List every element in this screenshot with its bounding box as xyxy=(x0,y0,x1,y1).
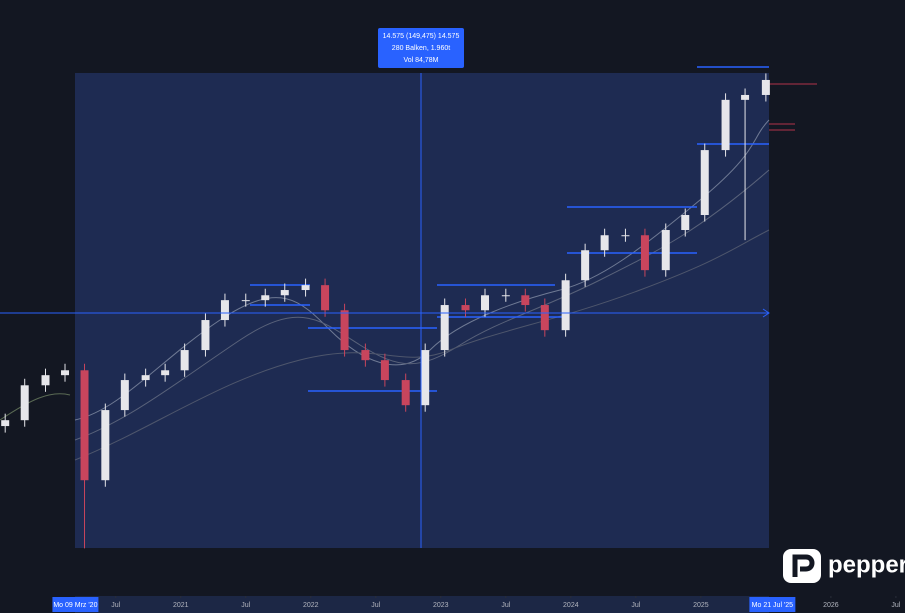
logo-glyph xyxy=(792,554,815,577)
x-tick-label: 2021 xyxy=(173,602,189,609)
candle-body xyxy=(340,310,349,351)
x-tick-label: 2024 xyxy=(563,602,579,609)
x-tick-label: Jul xyxy=(891,602,900,609)
x-tick-label: Jul xyxy=(371,602,380,609)
candle-body xyxy=(20,385,29,421)
candle-body xyxy=(80,370,89,481)
candle-body xyxy=(540,305,549,331)
candle-body xyxy=(261,295,270,301)
candle-body xyxy=(581,250,590,281)
x-tick-label: Mo 21 Jul '25 xyxy=(752,602,794,609)
candle-body xyxy=(700,150,709,216)
ma-line xyxy=(0,393,71,421)
ma-line xyxy=(74,169,770,441)
candle-body xyxy=(661,230,670,271)
candle-body xyxy=(521,295,530,306)
candle-body xyxy=(380,360,389,381)
candle-body xyxy=(640,235,649,271)
x-tick-label: 2025 xyxy=(693,602,709,609)
candle-body xyxy=(1,420,10,427)
candle-body xyxy=(621,235,630,237)
candle-body xyxy=(600,235,609,251)
candle-body xyxy=(301,285,310,291)
logo-text: peppers xyxy=(828,551,905,578)
candle-body xyxy=(721,99,730,151)
candle-body xyxy=(741,94,750,100)
candle-body xyxy=(321,285,330,311)
candle-body xyxy=(401,380,410,406)
x-tick-label: Jul xyxy=(241,602,250,609)
candle-body xyxy=(761,79,770,95)
candle-body xyxy=(681,215,690,231)
x-tick-label: Mo 09 Mrz '20 xyxy=(53,602,97,609)
x-tick-label: 2026 xyxy=(823,602,839,609)
x-axis-labels: Mo 09 Mrz '20 Jul 2021 Jul 2022 Jul 2023 Jul 202… xyxy=(52,596,901,612)
x-axis-marker xyxy=(749,597,796,612)
candle-body xyxy=(141,375,150,381)
logo-mark xyxy=(783,549,821,583)
candle-body xyxy=(201,320,210,351)
candle-body xyxy=(481,295,490,311)
x-axis-range xyxy=(75,596,769,613)
candle-body xyxy=(361,350,370,361)
candle-body xyxy=(120,380,129,411)
candle-body xyxy=(41,375,50,386)
candle-body xyxy=(241,300,250,302)
candle-body xyxy=(161,370,170,376)
candle-body xyxy=(440,305,449,351)
x-axis-marker xyxy=(52,597,99,612)
measure-text: Vol 84,78M xyxy=(403,57,438,64)
candle-body xyxy=(61,370,70,376)
x-tick-label: 2023 xyxy=(433,602,449,609)
measure-text: 14.575 (149,475) 14.575 xyxy=(383,33,460,40)
candle-body xyxy=(561,280,570,331)
candle-body xyxy=(501,295,510,297)
x-tick-label: 2022 xyxy=(303,602,319,609)
candle-body xyxy=(220,300,229,321)
x-tick-label: Jul xyxy=(111,602,120,609)
candles xyxy=(1,73,770,549)
candle-body xyxy=(101,410,110,481)
logo: peppers xyxy=(783,549,905,583)
candle-body xyxy=(280,290,289,296)
x-tick-label: Jul xyxy=(631,602,640,609)
crosshair-arrow xyxy=(762,308,770,318)
measure-box xyxy=(75,73,769,548)
x-tick-label: Jul xyxy=(501,602,510,609)
measure-tooltip xyxy=(378,28,464,68)
candle-body xyxy=(180,350,189,371)
candle-body xyxy=(421,350,430,406)
measure-text: 280 Balken, 1.960t xyxy=(392,45,450,52)
candle-body xyxy=(461,305,470,311)
